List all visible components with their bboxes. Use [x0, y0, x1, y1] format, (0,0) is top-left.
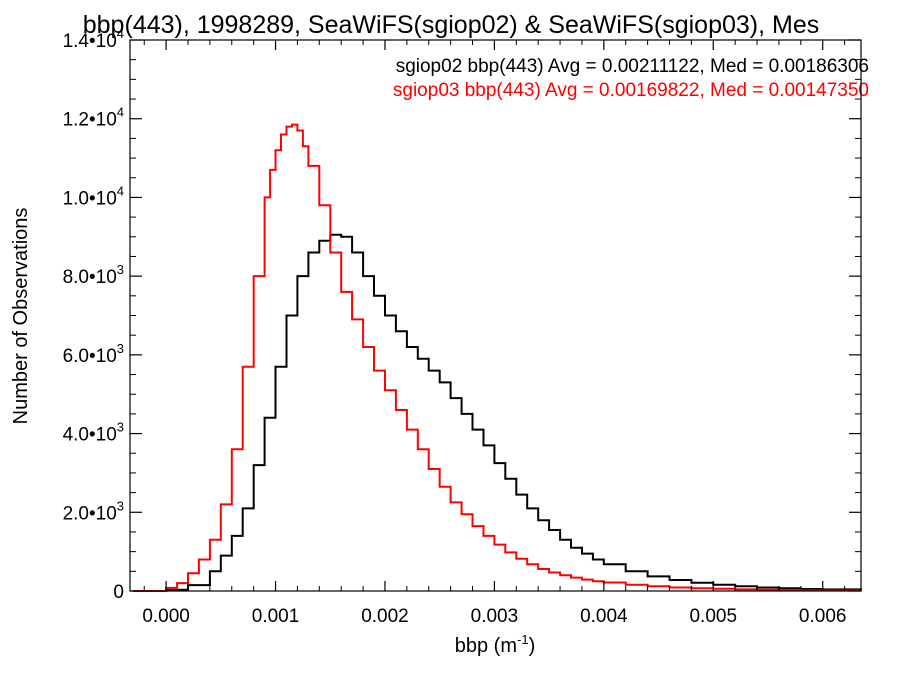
x-tick-label: 0.006	[799, 606, 847, 627]
series-line-sgiop02	[133, 233, 862, 592]
x-axis-label-close: )	[529, 635, 536, 657]
x-tick-label: 0.005	[689, 606, 737, 627]
y-tick-label: 6.0•103	[63, 341, 124, 367]
y-tick-label: 1.4•104	[63, 26, 124, 52]
y-axis-label: Number of Observations	[10, 208, 32, 425]
series-line-sgiop03	[133, 123, 862, 592]
chart-title: bbp(443), 1998289, SeaWiFS(sgiop02) & Se…	[83, 11, 819, 39]
y-tick-label: 8.0•103	[63, 262, 124, 288]
x-tick-label: 0.004	[580, 606, 628, 627]
y-tick-label: 1.0•104	[63, 183, 124, 209]
x-axis-label: bbp (m-1)	[455, 632, 535, 657]
plot-series	[133, 123, 862, 592]
legend: sgiop02 bbp(443) Avg = 0.00211122, Med =…	[393, 56, 869, 101]
x-tick-label: 0.000	[142, 606, 190, 627]
x-tick-label: 0.002	[361, 606, 409, 627]
y-tick-label: 0	[113, 582, 124, 603]
y-tick-label: 1.2•104	[63, 105, 124, 131]
x-axis-label-superscript: -1	[517, 632, 529, 647]
y-tick-label: 2.0•103	[63, 498, 124, 524]
y-axis: 0 2.0•103 4.0•103 6.0•103 8.0•103 1.0•104 1.2•…	[63, 26, 861, 603]
x-axis-label-text: bbp (m	[455, 635, 517, 657]
y-tick-label: 4.0•103	[63, 420, 124, 446]
legend-entry-sgiop03: sgiop03 bbp(443) Avg = 0.00169822, Med =…	[393, 80, 869, 101]
legend-entry-sgiop02: sgiop02 bbp(443) Avg = 0.00211122, Med =…	[396, 56, 869, 77]
plot-frame	[129, 39, 862, 592]
x-axis: 0.000 0.001 0.002 0.003 0.004 0.005 0.006	[142, 40, 846, 627]
x-tick-label: 0.003	[471, 606, 519, 627]
x-tick-label: 0.001	[252, 606, 300, 627]
